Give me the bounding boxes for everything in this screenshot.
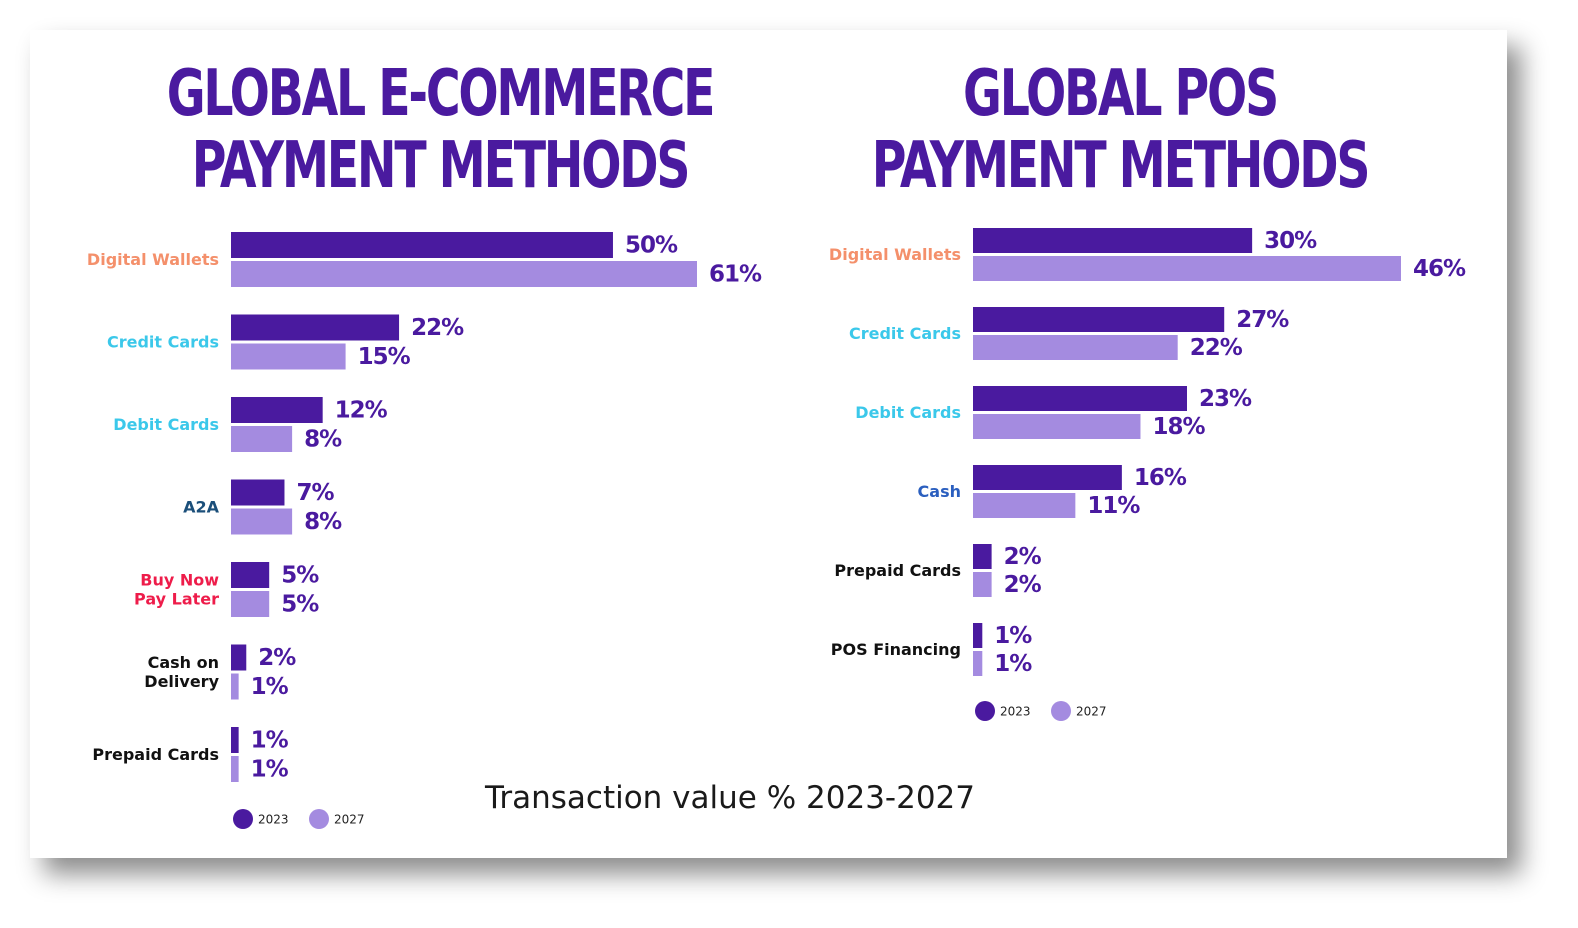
- ecommerce-value-label-2023-2: 12%: [335, 398, 388, 424]
- ecommerce-legend-swatch-2023: [233, 809, 253, 829]
- pos-category-label-4: Prepaid Cards: [834, 561, 961, 580]
- pos-bar-2027-2: [973, 414, 1141, 439]
- pos-value-label-2023-0: 30%: [1264, 228, 1317, 254]
- ecommerce-bar-2023-6: [231, 727, 239, 753]
- ecommerce-bar-2023-4: [231, 562, 270, 588]
- ecommerce-category-label-4-line-0: Buy Now: [140, 571, 219, 590]
- pos-category-label-3: Cash: [918, 482, 961, 501]
- ecommerce-legend-label-2023: 2023: [258, 813, 289, 827]
- ecommerce-legend-label-2027: 2027: [334, 813, 365, 827]
- ecommerce-value-label-2027-3: 8%: [304, 509, 342, 535]
- pos-bar-2027-4: [973, 572, 992, 597]
- pos-value-label-2023-4: 2%: [1004, 544, 1042, 570]
- ecommerce-value-label-2023-5: 2%: [258, 645, 296, 671]
- pos-value-label-2023-5: 1%: [994, 623, 1032, 649]
- pos-bar-2023-3: [973, 465, 1122, 490]
- pos-bar-2023-5: [973, 623, 983, 648]
- ecommerce-bar-2023-0: [231, 232, 613, 258]
- ecommerce-bar-2023-3: [231, 479, 285, 506]
- pos-value-label-2027-4: 2%: [1004, 572, 1042, 598]
- ecommerce-bar-2027-1: [231, 343, 346, 370]
- pos-bar-2023-0: [973, 228, 1253, 253]
- ecommerce-category-label-1: Credit Cards: [107, 333, 219, 352]
- ecommerce-category-label-4-line-1: Pay Later: [134, 590, 219, 609]
- ecommerce-value-label-2023-6: 1%: [251, 728, 289, 754]
- pos-value-label-2027-2: 18%: [1152, 414, 1205, 440]
- ecommerce-value-label-2023-1: 22%: [411, 315, 464, 341]
- pos-legend-swatch-2027: [1051, 701, 1071, 721]
- pos-bar-2023-1: [973, 307, 1225, 332]
- ecommerce-chart-title: GLOBAL E-COMMERCE PAYMENT METHODS: [137, 58, 744, 202]
- ecommerce-bar-2027-5: [231, 673, 239, 700]
- pos-category-label-1: Credit Cards: [849, 324, 961, 343]
- ecommerce-category-label-2: Debit Cards: [113, 415, 219, 434]
- pos-category-label-2: Debit Cards: [855, 403, 961, 422]
- pos-legend-swatch-2023: [975, 701, 995, 721]
- ecommerce-value-label-2027-4: 5%: [281, 592, 319, 618]
- ecommerce-bar-2023-5: [231, 644, 247, 671]
- pos-category-label-5: POS Financing: [831, 640, 961, 659]
- pos-bar-2023-2: [973, 386, 1187, 411]
- pos-legend-label-2027: 2027: [1076, 705, 1107, 719]
- ecommerce-bar-2027-2: [231, 426, 293, 452]
- ecommerce-category-label-5-line-1: Delivery: [144, 672, 219, 691]
- ecommerce-bar-2027-4: [231, 591, 270, 617]
- ecommerce-value-label-2023-0: 50%: [625, 233, 678, 259]
- pos-value-label-2027-3: 11%: [1087, 493, 1140, 519]
- ecommerce-bar-2027-6: [231, 756, 239, 782]
- pos-bar-2023-4: [973, 544, 992, 569]
- ecommerce-bar-2027-0: [231, 261, 697, 287]
- ecommerce-bar-2027-3: [231, 508, 293, 535]
- pos-value-label-2023-1: 27%: [1236, 307, 1289, 333]
- pos-bar-2027-0: [973, 256, 1401, 281]
- ecommerce-category-label-0: Digital Wallets: [87, 250, 219, 269]
- pos-value-label-2027-0: 46%: [1413, 256, 1466, 282]
- ecommerce-value-label-2027-1: 15%: [358, 344, 411, 370]
- infographic-card: GLOBAL E-COMMERCE PAYMENT METHODS GLOBAL…: [30, 30, 1507, 858]
- ecommerce-legend-swatch-2027: [309, 809, 329, 829]
- ecommerce-value-label-2027-5: 1%: [251, 674, 289, 700]
- pos-bar-2027-3: [973, 493, 1076, 518]
- pos-value-label-2023-2: 23%: [1199, 386, 1252, 412]
- pos-chart-title: GLOBAL POS PAYMENT METHODS: [854, 58, 1387, 202]
- pos-legend-label-2023: 2023: [1000, 705, 1031, 719]
- pos-title-line-2: PAYMENT METHODS: [871, 129, 1371, 203]
- pos-bar-2027-5: [973, 651, 983, 676]
- ecommerce-category-label-5-line-0: Cash on: [148, 653, 219, 672]
- ecommerce-value-label-2027-2: 8%: [304, 427, 342, 453]
- ecommerce-value-label-2027-6: 1%: [251, 757, 289, 783]
- ecommerce-bar-2023-1: [231, 314, 400, 341]
- pos-value-label-2027-1: 22%: [1190, 335, 1243, 361]
- ecommerce-category-label-3: A2A: [183, 498, 220, 517]
- ecommerce-value-label-2023-3: 7%: [296, 480, 334, 506]
- ecommerce-category-label-6: Prepaid Cards: [92, 745, 219, 764]
- pos-value-label-2023-3: 16%: [1134, 465, 1187, 491]
- ecommerce-title-line-2: PAYMENT METHODS: [191, 129, 691, 203]
- pos-value-label-2027-5: 1%: [994, 651, 1032, 677]
- pos-category-label-0: Digital Wallets: [829, 245, 961, 264]
- pos-title-line-1: GLOBAL POS: [963, 57, 1279, 131]
- chart-subtitle: Transaction value % 2023-2027: [484, 780, 975, 816]
- ecommerce-value-label-2023-4: 5%: [281, 563, 319, 589]
- ecommerce-bar-2023-2: [231, 397, 323, 423]
- pos-bar-2027-1: [973, 335, 1178, 360]
- ecommerce-title-line-1: GLOBAL E-COMMERCE: [166, 57, 716, 131]
- ecommerce-value-label-2027-0: 61%: [709, 262, 762, 288]
